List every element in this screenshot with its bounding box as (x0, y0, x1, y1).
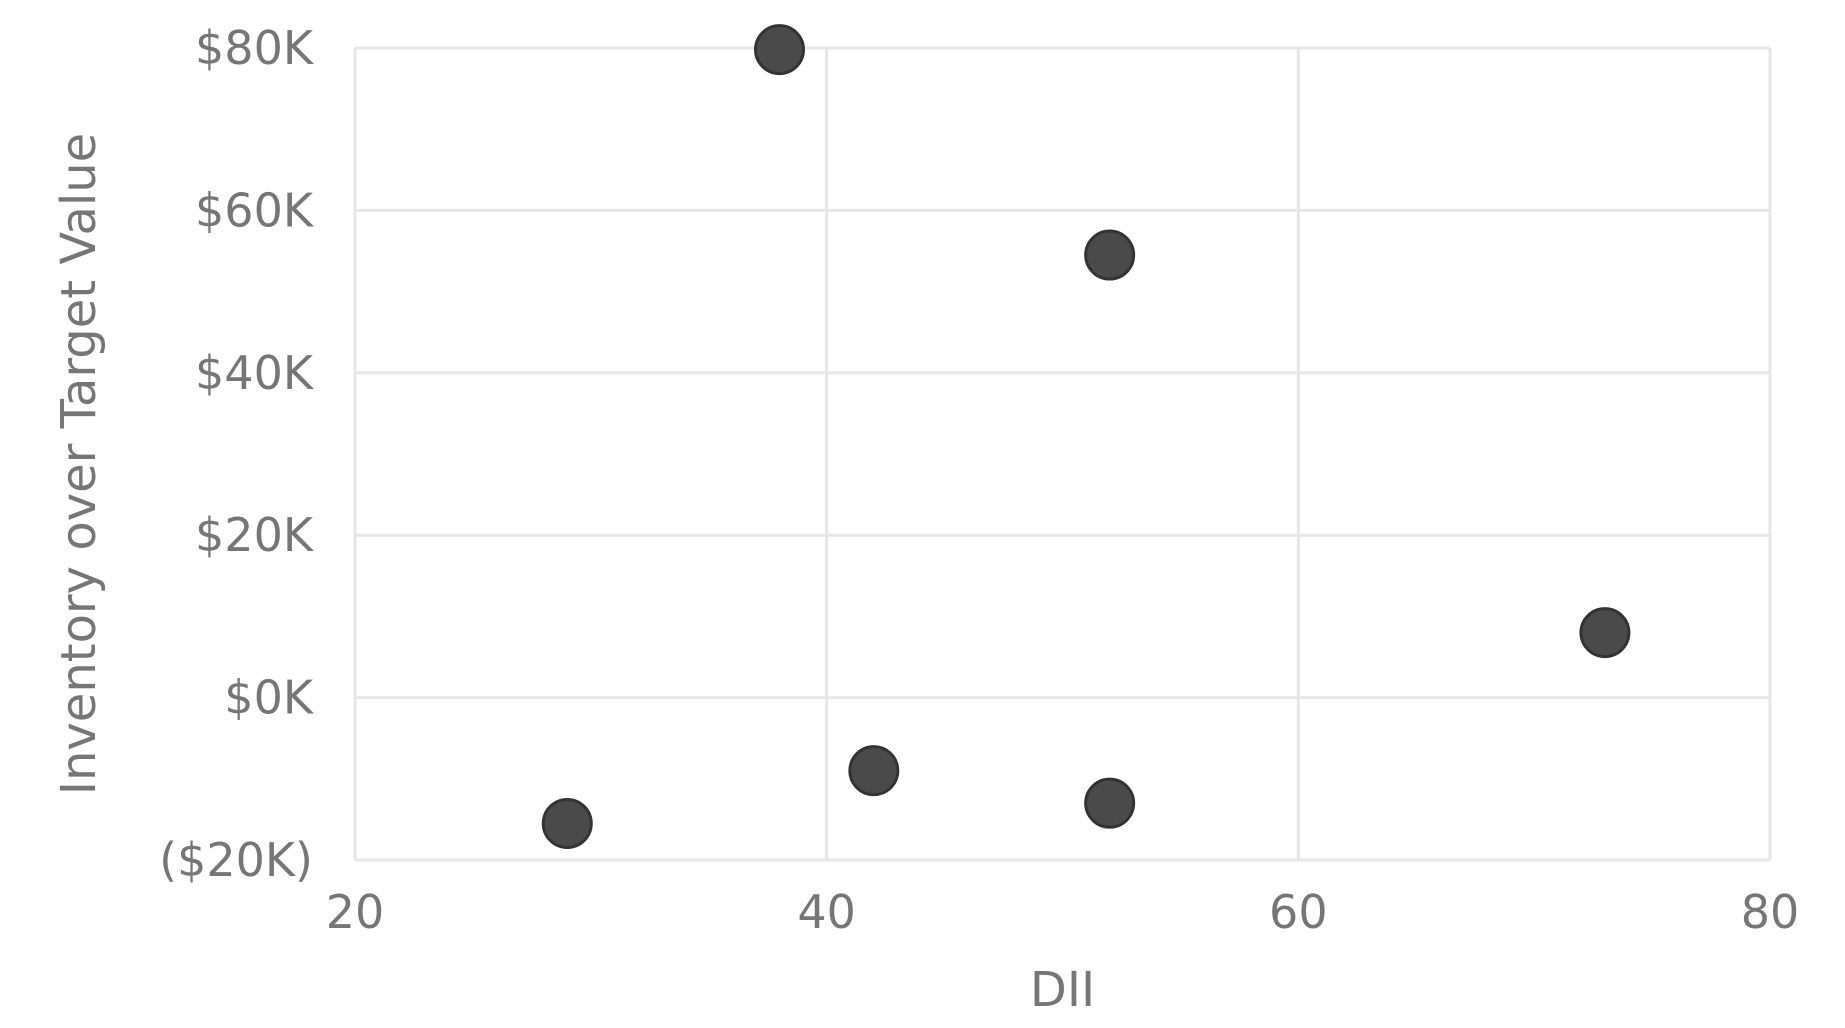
y-axis-ticks: ($20K) $0K $20K $40K $60K $80K (159, 21, 315, 887)
data-point[interactable] (754, 24, 805, 76)
data-point[interactable] (1579, 607, 1631, 659)
x-tick-label: 60 (1269, 885, 1328, 939)
y-axis-title: Inventory over Target Value (51, 133, 107, 795)
x-axis-title: DII (1030, 962, 1095, 1018)
y-tick-label: $20K (195, 508, 315, 562)
data-point[interactable] (1084, 777, 1136, 829)
x-tick-label: 40 (797, 885, 856, 939)
y-tick-label: $80K (195, 21, 315, 75)
y-tick-label: $0K (224, 671, 315, 725)
data-point[interactable] (1084, 229, 1136, 281)
data-points (541, 24, 1631, 849)
data-point[interactable] (541, 797, 593, 849)
x-tick-label: 20 (326, 885, 385, 939)
y-tick-label: $60K (195, 183, 315, 237)
grid (353, 46, 1772, 862)
y-tick-label: ($20K) (159, 833, 313, 887)
x-axis-ticks: 20 40 60 80 (326, 885, 1800, 939)
data-point[interactable] (848, 745, 900, 797)
x-tick-label: 80 (1741, 885, 1800, 939)
y-tick-label: $40K (195, 346, 315, 400)
